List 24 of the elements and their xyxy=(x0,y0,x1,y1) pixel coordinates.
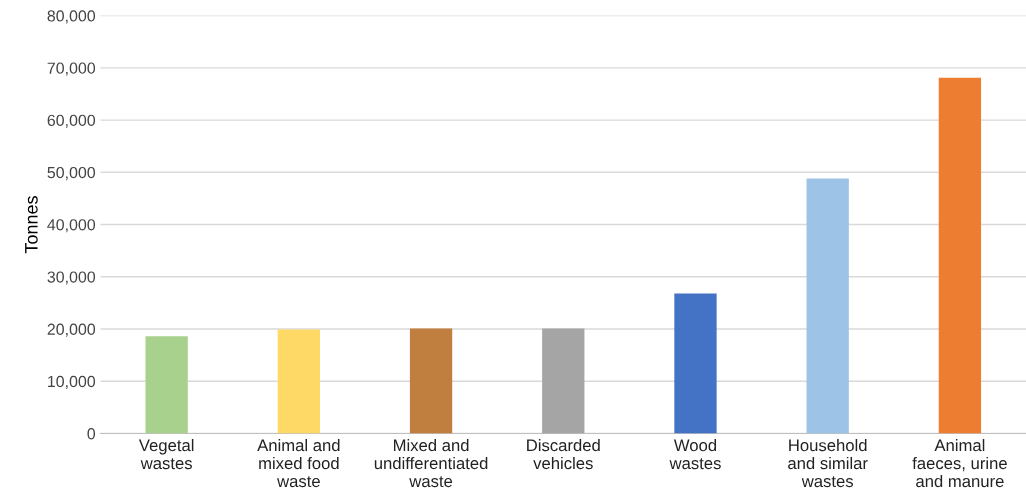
y-axis-title: Tonnes xyxy=(25,196,38,254)
bar xyxy=(277,329,321,434)
x-tick-label: Vegetal wastes xyxy=(138,439,194,470)
y-tick-label: 60,000 xyxy=(47,114,96,128)
bar xyxy=(145,336,188,434)
x-tick-label: Wood wastes xyxy=(669,439,721,470)
x-tick-label: Household and similar wastes xyxy=(788,439,868,488)
x-tick-label: Mixed and undifferentiated waste xyxy=(374,439,488,488)
y-tick-label: 80,000 xyxy=(47,10,96,24)
x-tick-label: Animal faeces, urine and manure xyxy=(912,439,1007,488)
x-tick-label: Discarded vehicles xyxy=(527,439,600,470)
y-tick-label: 0 xyxy=(87,428,96,440)
y-tick-label: 30,000 xyxy=(47,271,96,285)
y-tick-label: 70,000 xyxy=(47,62,96,76)
bar xyxy=(674,293,717,434)
bar xyxy=(806,178,849,434)
x-tick-label: Animal and mixed food waste xyxy=(257,439,340,488)
bar xyxy=(409,328,453,434)
y-tick-label: 50,000 xyxy=(47,166,96,181)
y-tick-label: 40,000 xyxy=(47,219,96,233)
bar xyxy=(938,77,982,434)
bar xyxy=(542,328,585,434)
y-tick-label: 20,000 xyxy=(47,323,96,337)
y-tick-label: 10,000 xyxy=(48,375,96,390)
